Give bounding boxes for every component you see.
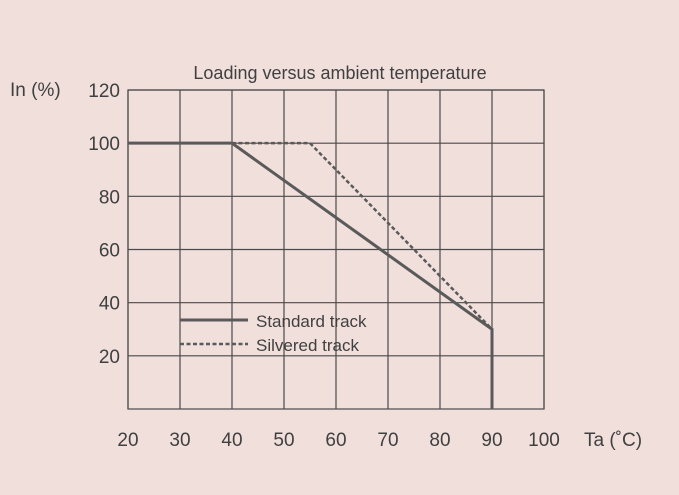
x-tick-label: 30 bbox=[169, 430, 190, 451]
x-tick-labels: 20 30 40 50 60 70 80 90 100 bbox=[117, 430, 559, 451]
y-tick-label: 40 bbox=[99, 294, 120, 315]
grid bbox=[127, 89, 545, 410]
y-tick-label: 60 bbox=[99, 241, 120, 262]
y-tick-label: 100 bbox=[88, 134, 120, 155]
y-tick-label: 80 bbox=[99, 187, 120, 208]
legend-label-standard-track: Standard track bbox=[256, 312, 367, 331]
chart-title: Loading versus ambient temperature bbox=[193, 63, 486, 83]
x-axis-label: Ta (˚C) bbox=[584, 430, 642, 451]
y-tick-label: 20 bbox=[99, 347, 120, 368]
series-line-standard-track bbox=[128, 141, 494, 409]
y-axis-label: In (%) bbox=[10, 80, 61, 101]
x-tick-label: 40 bbox=[221, 430, 242, 451]
x-tick-label: 20 bbox=[117, 430, 138, 451]
x-tick-label: 70 bbox=[377, 430, 398, 451]
x-tick-label: 100 bbox=[528, 430, 560, 451]
legend-label-silvered-track: Silvered track bbox=[256, 336, 359, 355]
x-tick-label: 50 bbox=[273, 430, 294, 451]
legend: Standard track Silvered track bbox=[180, 312, 367, 355]
x-tick-label: 60 bbox=[325, 430, 346, 451]
series-lines bbox=[128, 141, 494, 409]
x-tick-label: 90 bbox=[481, 430, 502, 451]
series-line-silvered-track bbox=[232, 141, 493, 331]
y-tick-labels: 20 40 60 80 100 120 bbox=[88, 81, 120, 368]
y-tick-label: 120 bbox=[88, 81, 120, 102]
x-tick-label: 80 bbox=[429, 430, 450, 451]
